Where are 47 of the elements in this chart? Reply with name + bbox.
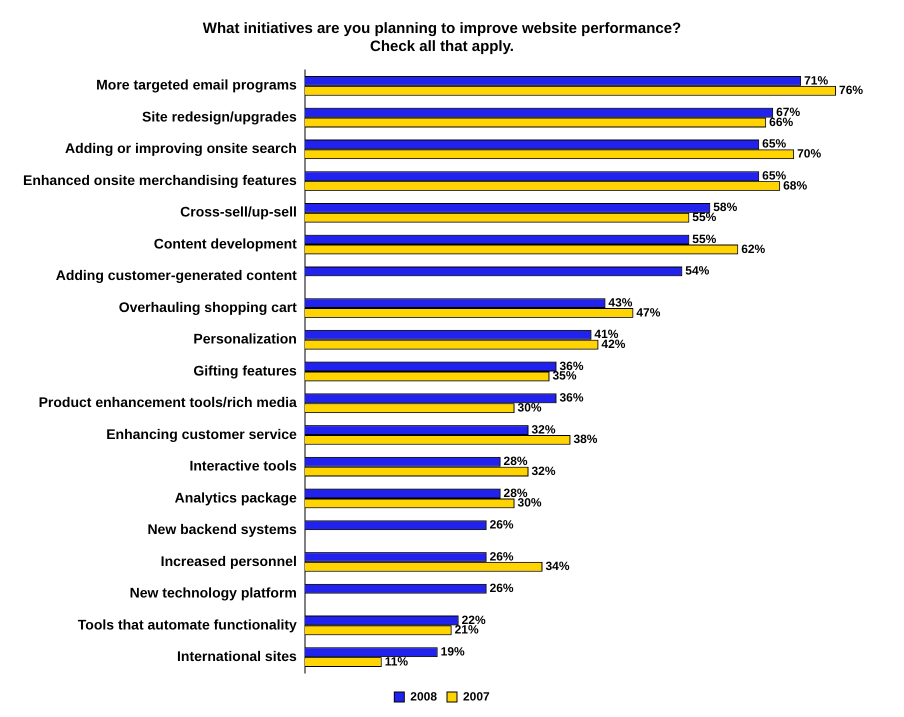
data-label: 42%	[601, 336, 626, 351]
data-label: 70%	[797, 146, 822, 161]
y-tick-label: New technology platform	[130, 584, 297, 601]
y-tick-label: Enhanced onsite merchandising features	[22, 172, 298, 188]
y-tick-label: Tools that automate functionality	[78, 616, 298, 632]
data-label: 67%	[776, 105, 800, 119]
data-label: 55%	[692, 232, 717, 246]
y-tick-label: Personalization	[193, 330, 297, 347]
y-tick-label: Adding or improving onsite search	[65, 140, 297, 156]
y-tick-label: Content development	[154, 235, 298, 252]
data-label: 11%	[384, 654, 408, 668]
y-tick-label: New backend systems	[147, 521, 298, 538]
data-label: 32%	[532, 464, 556, 478]
data-label: 38%	[573, 432, 598, 446]
y-tick-label: More targeted email programs	[96, 76, 298, 93]
data-label: 26%	[490, 518, 514, 532]
data-label: 26%	[490, 549, 514, 564]
data-label: 19%	[440, 644, 465, 659]
y-tick-label: International sites	[177, 648, 298, 664]
y-tick-label: Product enhancement tools/rich media	[38, 394, 298, 410]
y-tick-label: Site redesign/upgrades	[142, 108, 298, 124]
data-label: 71%	[804, 73, 828, 88]
data-label: 76%	[839, 83, 864, 98]
data-label: 26%	[490, 581, 514, 596]
y-tick-label: Overhauling shopping cart	[118, 298, 298, 315]
legend-label: 2008	[410, 689, 438, 704]
data-label: 28%	[504, 454, 528, 468]
data-label: 32%	[532, 422, 556, 436]
data-label: 21%	[454, 622, 479, 637]
data-label: 34%	[545, 559, 570, 574]
data-label: 30%	[518, 400, 542, 414]
y-tick-label: Enhancing customer service	[106, 426, 298, 442]
y-tick-label: Cross-sell/up-sell	[180, 204, 297, 220]
data-label: 47%	[636, 305, 661, 320]
data-label: 62%	[741, 242, 766, 256]
data-label: 54%	[685, 264, 710, 278]
y-tick-label: Gifting features	[193, 362, 298, 378]
legend-label: 2007	[463, 689, 490, 704]
data-label: 65%	[762, 136, 787, 151]
chart-title: What initiatives are you planning to improve website performance? Check all that apply.	[202, 20, 682, 56]
data-label: 36%	[559, 390, 584, 405]
data-label: 30%	[518, 496, 542, 510]
y-tick-label: Analytics package	[174, 489, 298, 506]
y-tick-label: Adding customer-generated content	[56, 267, 298, 284]
y-tick-label: Interactive tools	[189, 458, 298, 474]
data-label: 43%	[608, 295, 633, 310]
y-tick-label: Increased personnel	[160, 552, 297, 569]
